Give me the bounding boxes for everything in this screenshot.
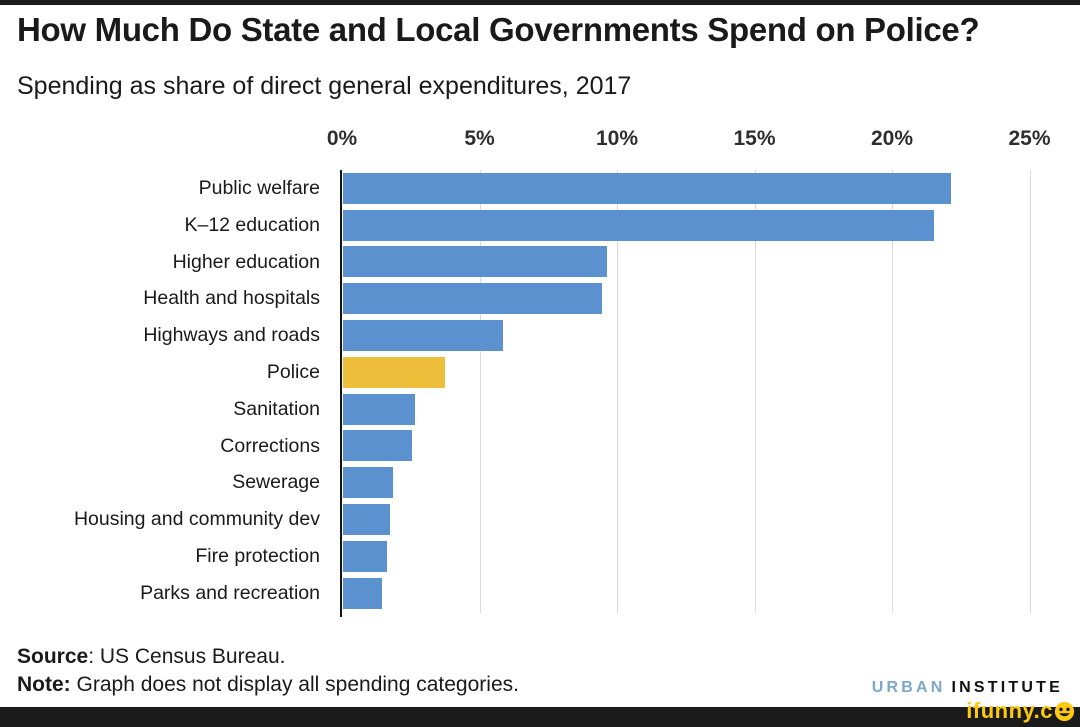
category-label-k-12-education: K–12 education [184, 213, 320, 236]
bar-row [342, 170, 1044, 207]
note-text: Graph does not display all spending cate… [70, 673, 519, 696]
page-title: How Much Do State and Local Governments … [17, 11, 980, 48]
x-tick-label-25: 25% [1008, 127, 1051, 150]
gridline-10 [617, 170, 618, 613]
category-label-parks-and-recreation: Parks and recreation [140, 581, 320, 604]
bar-row [342, 501, 1044, 538]
note-line: Note: Graph does not display all spendin… [17, 671, 519, 699]
bar-row [342, 207, 1044, 244]
bar-highways-and-roads [343, 320, 503, 352]
bar-public-welfare [343, 172, 951, 204]
x-tick-label-10: 10% [595, 127, 639, 150]
note-label: Note: [17, 673, 71, 696]
bar-row [342, 280, 1044, 317]
source-text: : US Census Bureau. [88, 645, 286, 668]
x-tick-label-15: 15% [733, 127, 776, 150]
smiley-icon [1054, 701, 1075, 722]
bar-parks-and-recreation [343, 577, 382, 609]
category-label-sewerage: Sewerage [232, 471, 320, 494]
category-label-sanitation: Sanitation [233, 397, 320, 420]
bar-row [342, 391, 1044, 428]
gridline-25 [1029, 170, 1031, 613]
source-line: Source: US Census Bureau. [17, 643, 519, 671]
category-label-corrections: Corrections [220, 434, 320, 457]
bar-row [342, 317, 1044, 354]
top-black-bar [0, 0, 1080, 5]
bar-health-and-hospitals [343, 283, 602, 315]
bar-row [342, 464, 1044, 501]
urban-institute-logo: URBAN INSTITUTE [872, 679, 1063, 697]
logo-urban: URBAN [871, 679, 946, 696]
bar-police [343, 356, 445, 388]
gridline-5 [479, 170, 481, 613]
bar-row [342, 575, 1044, 612]
category-label-health-and-hospitals: Health and hospitals [143, 287, 320, 310]
page-subtitle: Spending as share of direct general expe… [17, 72, 632, 100]
logo-institute: INSTITUTE [951, 679, 1063, 696]
bar-housing-and-community-dev [343, 504, 390, 536]
bar-sanitation [343, 393, 415, 425]
bar-row [342, 538, 1044, 575]
category-labels: Public welfare K–12 education Higher educa… [0, 170, 320, 614]
category-label-public-welfare: Public welfare [198, 177, 320, 199]
bar-corrections [343, 430, 412, 462]
x-tick-label-5: 5% [464, 127, 495, 150]
footer-notes: Source: US Census Bureau. Note: Graph do… [17, 643, 519, 699]
bar-fire-protection [343, 540, 387, 572]
category-label-highways-and-roads: Highways and roads [143, 324, 320, 347]
ifunny-watermark: ifunny.c [966, 698, 1075, 724]
watermark-text: ifunny.c [966, 698, 1053, 723]
bar-sewerage [343, 467, 393, 499]
source-label: Source [17, 645, 89, 668]
x-tick-label-0: 0% [326, 127, 358, 150]
bar-row [342, 428, 1044, 465]
bar-row [342, 354, 1044, 391]
bar-chart-plot-area [342, 170, 1044, 614]
gridline-20 [892, 170, 893, 613]
bar-k-12-education [343, 209, 935, 241]
category-label-housing-and-community-dev: Housing and community dev [73, 508, 320, 531]
category-label-police: Police [266, 361, 320, 383]
category-label-fire-protection: Fire protection [195, 545, 320, 567]
bar-row [342, 244, 1044, 281]
bar-higher-education [343, 246, 607, 278]
y-axis-line [340, 170, 342, 617]
bottom-black-bar [0, 707, 1080, 727]
x-tick-label-20: 20% [870, 127, 914, 150]
category-label-higher-education: Higher education [172, 250, 320, 273]
gridline-15 [754, 170, 756, 613]
